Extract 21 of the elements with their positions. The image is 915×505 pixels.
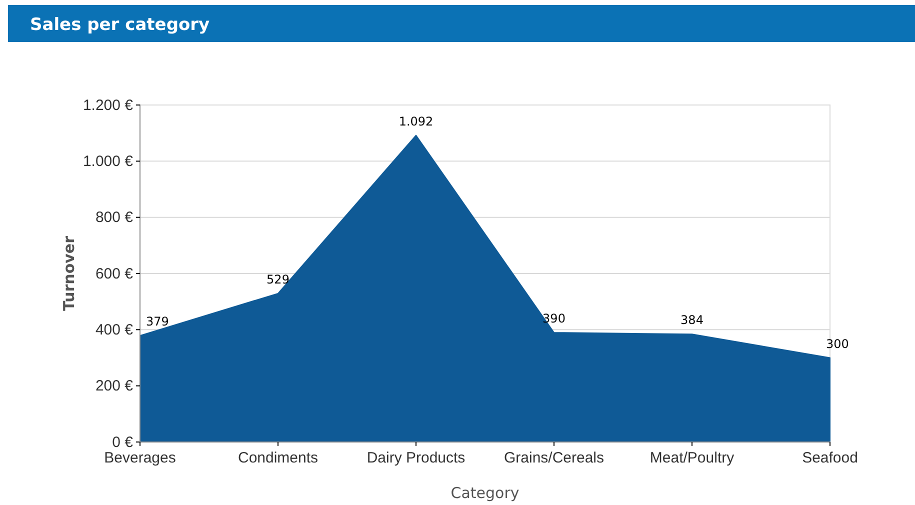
y-tick-label: 800 € <box>95 209 134 226</box>
x-tick-label: Grains/Cereals <box>504 450 604 466</box>
y-tick-label: 1.200 € <box>82 96 134 114</box>
chart-title: Sales per category <box>30 15 210 35</box>
data-label: 1.092 <box>398 114 434 128</box>
data-label: 529 <box>266 272 290 286</box>
data-label: 300 <box>826 336 849 351</box>
data-label: 379 <box>146 314 169 329</box>
data-label: 384 <box>680 313 704 328</box>
y-tick-label: 0 € <box>112 434 134 451</box>
y-axis-title: Turnover <box>60 235 78 311</box>
y-tick-label: 200 € <box>95 378 134 395</box>
x-axis-title: Category <box>450 484 520 502</box>
y-tick-label: 400 € <box>95 321 134 338</box>
y-tick-label: 1.000 € <box>82 152 134 170</box>
y-tick-label: 600 € <box>95 265 134 282</box>
x-tick-label: Beverages <box>104 450 176 466</box>
x-tick-label: Meat/Poultry <box>650 450 735 466</box>
x-tick-label: Dairy Products <box>366 450 466 466</box>
x-tick-label: Condiments <box>238 450 318 466</box>
x-tick-label: Seafood <box>802 450 858 466</box>
